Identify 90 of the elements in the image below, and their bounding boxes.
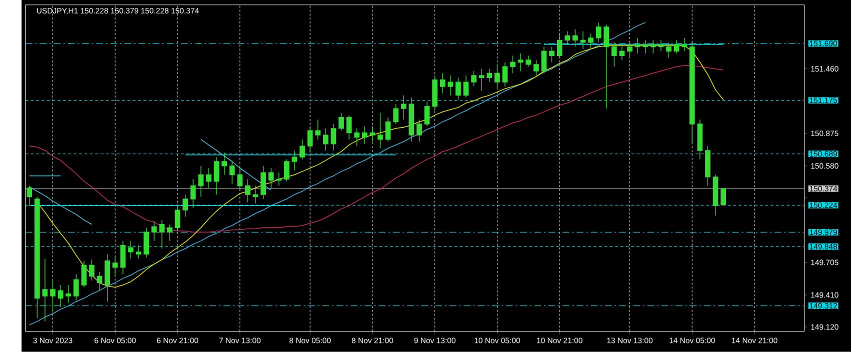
candlestick (658, 40, 664, 52)
candlestick (572, 28, 578, 48)
candlestick (456, 77, 461, 100)
candlestick (611, 42, 617, 68)
candlestick (510, 55, 516, 74)
candlestick (494, 64, 500, 90)
candlestick (159, 220, 165, 250)
candlestick (276, 172, 282, 186)
candlestick (705, 146, 710, 186)
candlestick (338, 112, 344, 132)
candlestick (66, 284, 72, 304)
candlestick (697, 119, 703, 160)
candlestick (222, 152, 227, 176)
candlestick (424, 102, 430, 127)
candlestick (518, 53, 524, 72)
candlestick (712, 174, 718, 216)
candlestick (89, 259, 94, 282)
candlestick (120, 240, 126, 274)
candlestick (478, 68, 484, 92)
candlestick (346, 114, 352, 140)
candlestick (432, 75, 438, 112)
candlestick (96, 272, 102, 291)
candlestick (136, 245, 142, 259)
candlestick (167, 224, 172, 242)
candlestick (190, 178, 196, 208)
candlestick (81, 260, 87, 288)
candlestick (206, 168, 212, 188)
candlestick (104, 254, 110, 302)
candlestick (448, 75, 454, 96)
candlestick (385, 117, 391, 142)
candlestick (354, 128, 360, 146)
candlestick (58, 284, 64, 308)
candlestick (588, 33, 594, 50)
candlestick (42, 258, 48, 322)
candlestick (370, 126, 376, 142)
candlestick (362, 126, 368, 144)
candlestick (682, 38, 688, 52)
candlestick (627, 42, 632, 58)
candlestick (416, 119, 422, 142)
candlestick (292, 150, 298, 171)
candlestick (463, 75, 469, 98)
candlestick (642, 40, 648, 54)
candlestick (556, 33, 562, 58)
candlestick (322, 128, 328, 151)
candlestick (564, 31, 570, 45)
candlestick (268, 168, 274, 188)
candlestick (502, 62, 508, 87)
candlestick (526, 55, 532, 68)
candlestick (34, 196, 40, 319)
candlestick (378, 112, 383, 149)
candlestick (440, 72, 446, 94)
candlestick (260, 166, 266, 200)
candlestick (486, 68, 492, 82)
candlestick (307, 126, 313, 154)
candlestick (634, 38, 640, 54)
candlestick (151, 220, 157, 242)
candlestick (604, 24, 610, 109)
candlestick (198, 166, 204, 198)
candlestick (666, 42, 672, 58)
candlestick (580, 31, 586, 50)
candlestick (284, 159, 290, 182)
candlestick (619, 46, 625, 60)
candlestick (720, 188, 726, 206)
candlestick (534, 60, 539, 76)
candlestick (112, 256, 118, 277)
candlestick (471, 70, 476, 87)
candlestick (689, 42, 695, 144)
candlestick (541, 46, 547, 74)
candlestick (650, 40, 656, 54)
candlestick (229, 161, 235, 184)
candlestick (214, 156, 220, 196)
candlestick (144, 227, 150, 258)
candlestick (300, 139, 305, 160)
candlestick (408, 97, 414, 142)
candlestick (245, 178, 250, 203)
candlestick (596, 22, 602, 43)
candlestick (174, 205, 180, 232)
candlestick (400, 95, 406, 120)
candlestick (50, 279, 56, 314)
candlestick (73, 274, 79, 301)
candlestick (128, 240, 134, 259)
candlestick (182, 194, 188, 218)
candlestick (330, 124, 336, 151)
candlestick (674, 40, 680, 54)
candlestick (237, 168, 243, 191)
candlestick (315, 119, 321, 140)
candlestick (26, 186, 32, 206)
candlestick (252, 186, 258, 204)
candlestick (393, 104, 399, 124)
candlestick (549, 46, 554, 63)
